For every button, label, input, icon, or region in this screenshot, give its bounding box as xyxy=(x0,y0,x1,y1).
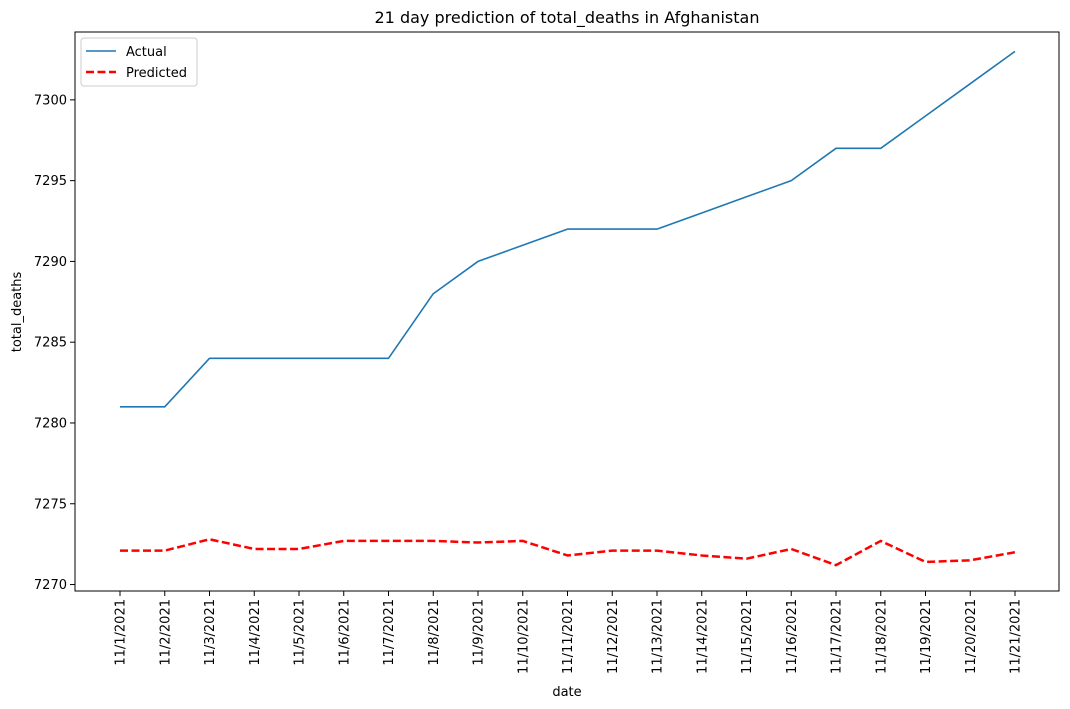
y-tick-label: 7295 xyxy=(34,174,67,189)
chart-title: 21 day prediction of total_deaths in Afg… xyxy=(375,8,760,28)
x-tick-label: 11/9/2021 xyxy=(472,599,487,666)
series-line-predicted xyxy=(120,538,1016,567)
y-tick-label: 7280 xyxy=(34,416,67,431)
series-line-actual xyxy=(120,50,1016,408)
x-tick-label: 11/13/2021 xyxy=(651,599,666,674)
x-tick-label: 11/14/2021 xyxy=(695,599,710,674)
plot-area xyxy=(74,31,1060,592)
x-tick-label: 11/21/2021 xyxy=(1009,599,1024,674)
x-tick-label: 11/7/2021 xyxy=(382,599,397,666)
y-tick-label: 7270 xyxy=(34,578,67,593)
x-tick-label: 11/18/2021 xyxy=(874,599,889,674)
x-tick-label: 11/11/2021 xyxy=(561,599,576,674)
legend-actual-label: Actual xyxy=(126,45,167,60)
y-tick-label: 7300 xyxy=(34,93,67,108)
x-tick-label: 11/19/2021 xyxy=(919,599,934,674)
x-tick-label: 11/12/2021 xyxy=(606,599,621,674)
x-axis: 11/1/2021 11/2/2021 11/3/2021 11/4/2021 11/5… xyxy=(114,591,1024,674)
x-tick-label: 11/5/2021 xyxy=(293,599,308,666)
x-tick-label: 11/16/2021 xyxy=(785,599,800,674)
y-axis-label: total_deaths xyxy=(10,272,25,353)
x-tick-label: 11/8/2021 xyxy=(427,599,442,666)
x-tick-label: 11/1/2021 xyxy=(114,599,129,666)
x-tick-label: 11/15/2021 xyxy=(740,599,755,674)
x-tick-label: 11/20/2021 xyxy=(964,599,979,674)
legend-box xyxy=(80,37,198,87)
y-tick-label: 7275 xyxy=(34,497,67,512)
x-tick-label: 11/2/2021 xyxy=(158,599,173,666)
legend: Actual Predicted xyxy=(80,37,198,87)
legend-predicted-label: Predicted xyxy=(126,66,187,81)
x-axis-label: date xyxy=(552,685,581,700)
x-tick-label: 11/6/2021 xyxy=(337,599,352,666)
y-axis: 7270 7275 7280 7285 7290 7295 7300 xyxy=(34,93,75,593)
x-tick-label: 11/3/2021 xyxy=(203,599,218,666)
x-tick-label: 11/17/2021 xyxy=(830,599,845,674)
series-layer xyxy=(120,50,1016,567)
y-tick-label: 7290 xyxy=(34,255,67,270)
x-tick-label: 11/4/2021 xyxy=(248,599,263,666)
y-tick-label: 7285 xyxy=(34,336,67,351)
x-tick-label: 11/10/2021 xyxy=(516,599,531,674)
